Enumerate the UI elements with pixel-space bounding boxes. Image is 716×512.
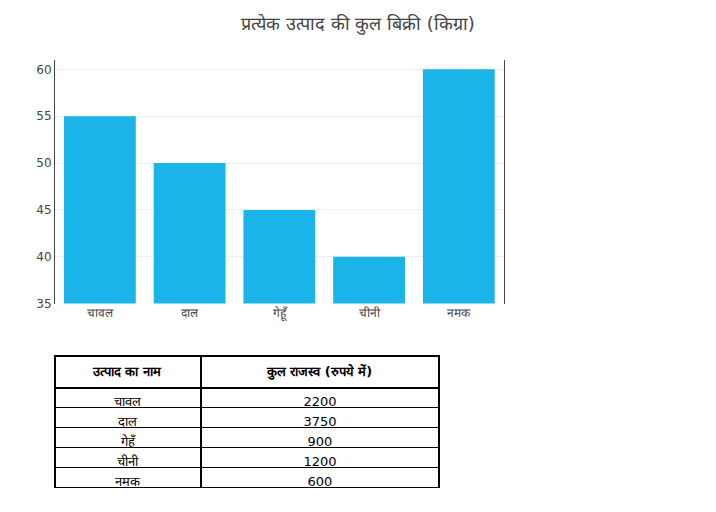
svg-text:1200: 1200 [303, 454, 336, 469]
svg-text:नमक: नमक [447, 306, 471, 320]
svg-text:55: 55 [36, 109, 51, 123]
svg-text:60: 60 [36, 63, 51, 77]
svg-text:चीनी: चीनी [117, 454, 139, 469]
svg-text:40: 40 [36, 250, 51, 264]
svg-text:नमक: नमक [115, 474, 141, 489]
svg-text:गेहूँ: गेहूँ [273, 306, 288, 322]
svg-text:कुल राजस्व (रुपये में): कुल राजस्व (रुपये में) [266, 364, 372, 380]
svg-text:प्रत्येक उत्पाद की कुल बिक्री: प्रत्येक उत्पाद की कुल बिक्री (किग्रा) [241, 13, 475, 35]
svg-text:गेहूँ: गेहूँ [121, 433, 135, 449]
svg-text:35: 35 [36, 297, 51, 311]
svg-text:600: 600 [308, 474, 333, 489]
svg-text:चीनी: चीनी [359, 306, 381, 320]
svg-text:चावल: चावल [114, 394, 141, 409]
svg-text:दाल: दाल [118, 414, 137, 429]
svg-text:45: 45 [36, 203, 51, 217]
svg-text:दाल: दाल [181, 306, 199, 320]
svg-text:2200: 2200 [303, 394, 336, 409]
svg-text:चावल: चावल [87, 306, 114, 320]
svg-text:3750: 3750 [303, 414, 336, 429]
svg-text:उत्पाद का नाम: उत्पाद का नाम [92, 364, 162, 379]
svg-text:900: 900 [308, 434, 333, 449]
svg-text:50: 50 [36, 156, 51, 170]
